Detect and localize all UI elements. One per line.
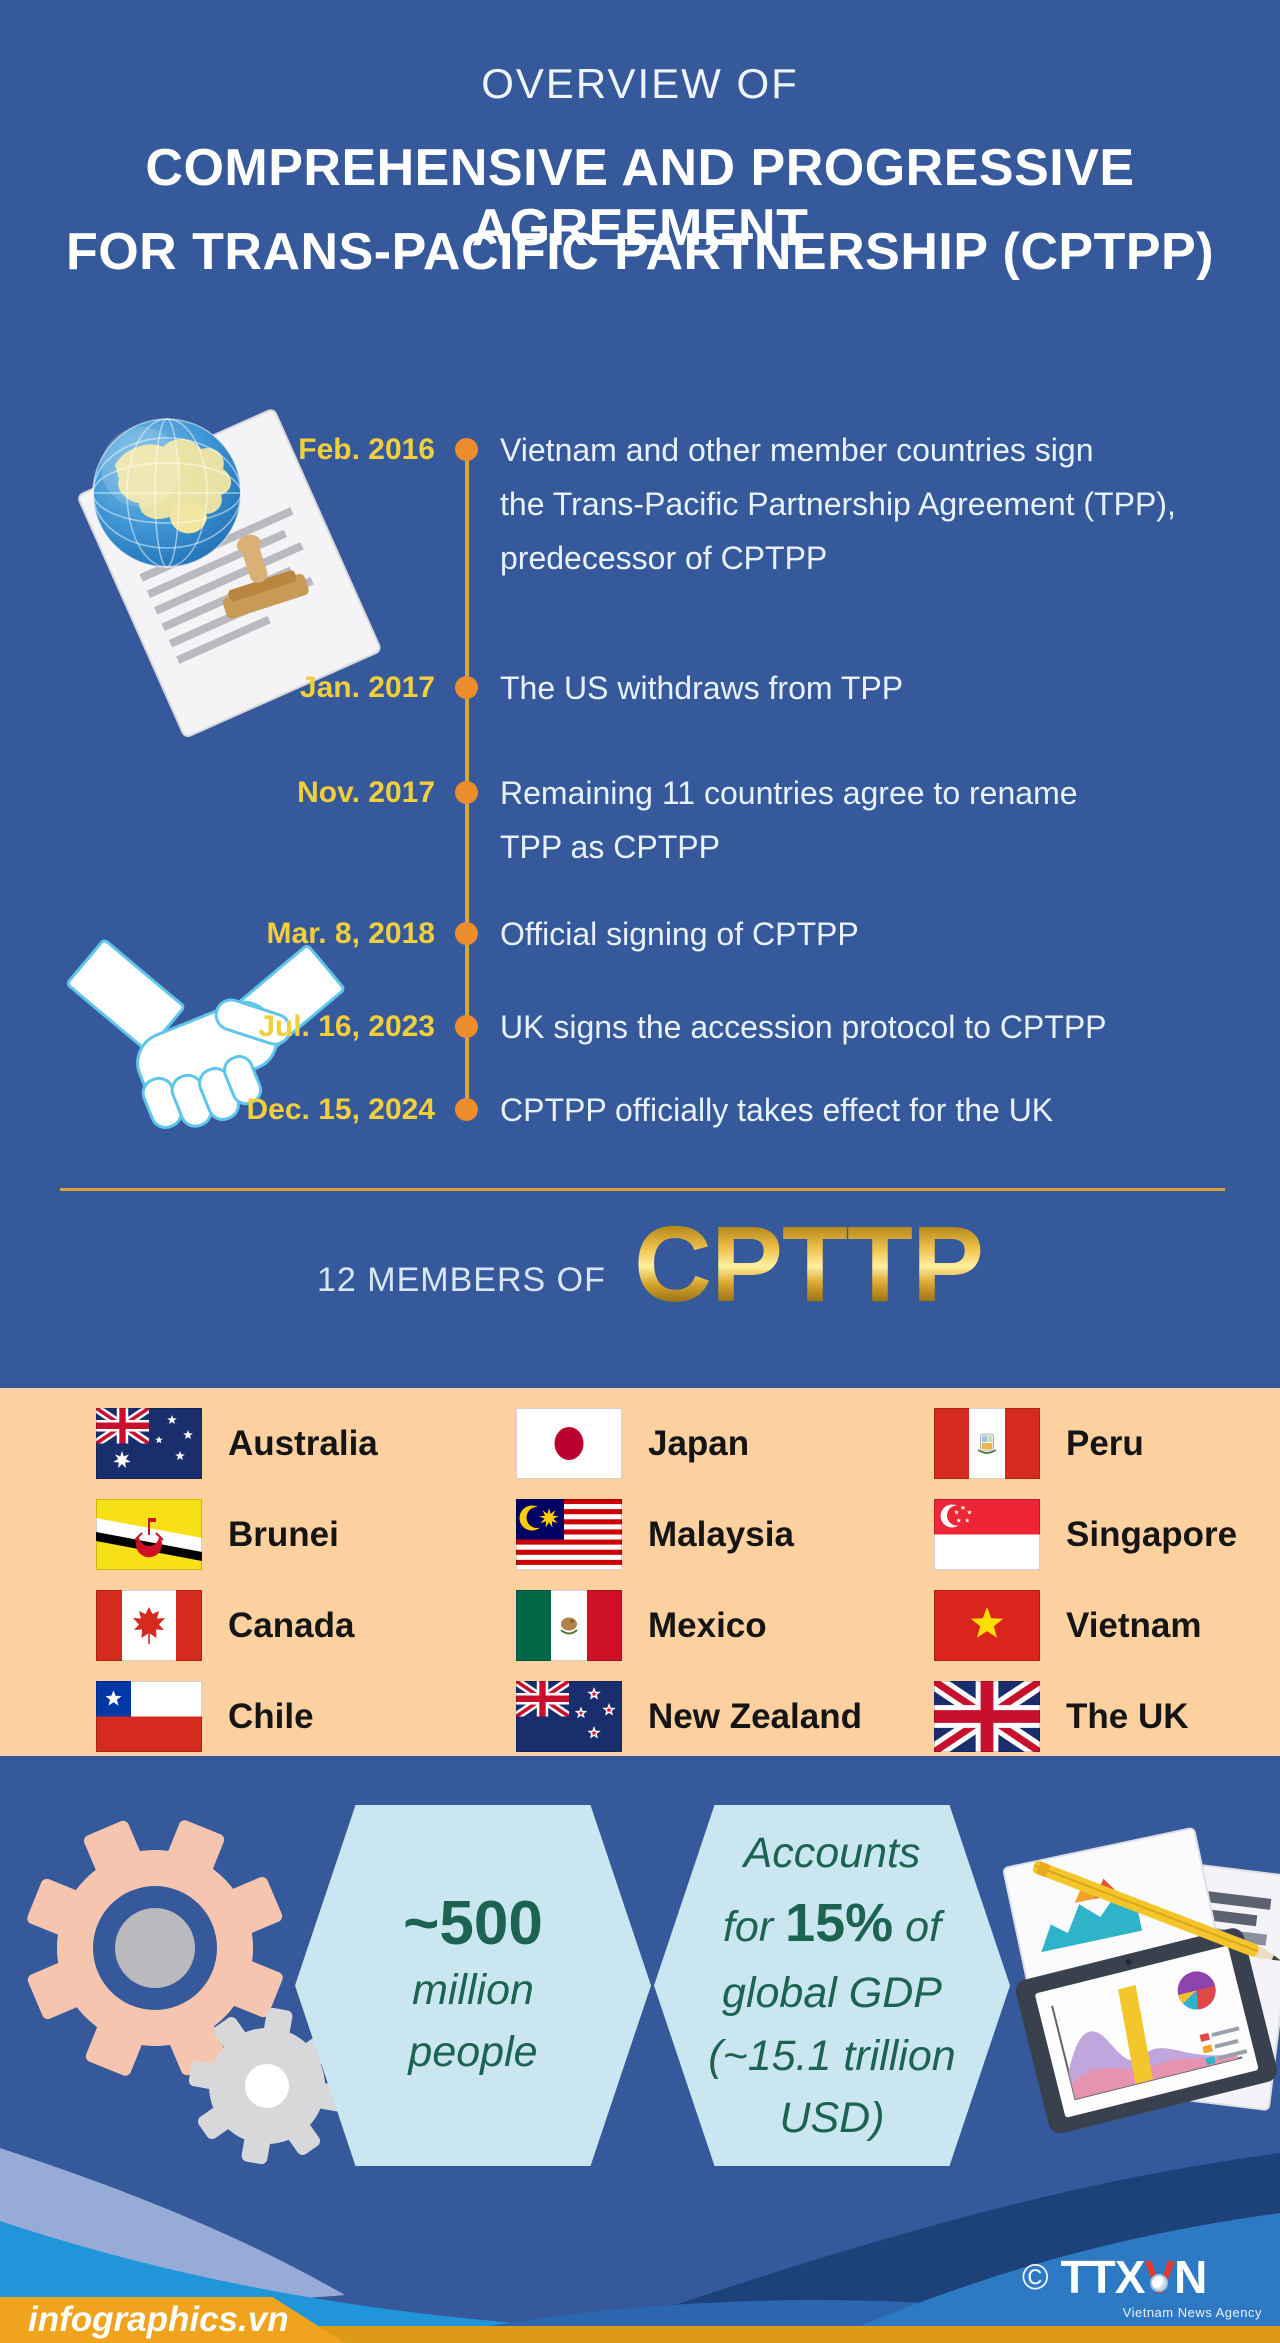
gdp-percentage: 15% <box>785 1893 894 1953</box>
member-label: Chile <box>228 1697 314 1736</box>
flag-mexico-icon <box>516 1590 622 1661</box>
flags-grid: Australia Japan Peru Brunei Malaysia Singapor… <box>0 1388 1280 1756</box>
population-label: people <box>408 2028 538 2077</box>
event-text-line: predecessor of CPTPP <box>500 540 828 576</box>
event-text-line: Official signing of CPTPP <box>500 916 859 952</box>
event-text: Official signing of CPTPP <box>500 907 859 961</box>
tablet-charts-icon <box>1002 1827 1280 2134</box>
flag-australia-icon <box>96 1408 202 1479</box>
agency-logo-v: V <box>1144 2251 1175 2303</box>
event-text-line: Remaining 11 countries agree to rename <box>500 775 1078 811</box>
member-label: Peru <box>1066 1424 1144 1463</box>
agency-logo: TTXVN <box>1060 2251 1208 2303</box>
event-dot <box>455 438 478 461</box>
event-date: Mar. 8, 2018 <box>266 917 435 950</box>
flag-singapore-icon <box>934 1499 1040 1570</box>
population-hexagon: ~500 million people <box>295 1805 651 2166</box>
flag-japan-icon <box>516 1408 622 1479</box>
event-text-line: Vietnam and other member countries sign <box>500 432 1094 468</box>
event-date: Jan. 2017 <box>299 671 435 704</box>
event-dot <box>455 1098 478 1121</box>
gears-icon <box>27 1820 346 2165</box>
event-date: Nov. 2017 <box>297 776 435 809</box>
event-dot <box>455 676 478 699</box>
event-text: UK signs the accession protocol to CPTPP <box>500 1000 1107 1054</box>
event-dot <box>455 1015 478 1038</box>
member-label: Australia <box>228 1424 378 1463</box>
event-text: CPTPP officially takes effect for the UK <box>500 1083 1053 1137</box>
event-dot <box>455 781 478 804</box>
event-text: Remaining 11 countries agree to rename TP… <box>500 766 1078 874</box>
page-title-line-3: FOR TRANS-PACIFIC PARTNERSHIP (CPTPP) <box>65 223 1215 281</box>
page-title-line-2: COMPREHENSIVE AND PROGRESSIVE AGREEMENT <box>145 139 1135 257</box>
member-label: Mexico <box>648 1606 767 1645</box>
flag-the-uk-icon <box>934 1681 1040 1752</box>
member-label: New Zealand <box>648 1697 862 1736</box>
flag-malaysia-icon <box>516 1499 622 1570</box>
gdp-line-5: USD) <box>779 2093 885 2142</box>
flag-chile-icon <box>96 1681 202 1752</box>
members-acronym: CPTTP <box>634 1203 984 1324</box>
event-date: Feb. 2016 <box>298 433 435 466</box>
gdp-line-1: Accounts <box>743 1828 921 1877</box>
event-dot <box>455 922 478 945</box>
copyright-symbol: © <box>1022 2256 1049 2297</box>
gdp-line-2: for 15% of <box>722 1893 942 1953</box>
member-label: Singapore <box>1066 1515 1238 1554</box>
flag-brunei-icon <box>96 1499 202 1570</box>
handshake-icon <box>66 939 345 1129</box>
event-text-line: CPTPP officially takes effect for the UK <box>500 1092 1054 1128</box>
agency-logo-block: © TTXVN Vietnam News Agency <box>1022 2250 1262 2320</box>
event-text: The US withdraws from TPP <box>500 661 903 715</box>
member-label: Brunei <box>228 1515 339 1554</box>
event-text-line: UK signs the accession protocol to CPTPP <box>500 1009 1107 1045</box>
flag-vietnam-icon <box>934 1590 1040 1661</box>
event-text-line: The US withdraws from TPP <box>500 670 904 706</box>
member-label: Malaysia <box>648 1515 794 1554</box>
gdp-hexagon: Accounts for 15% of global GDP (~15.1 tr… <box>654 1805 1010 2166</box>
event-text-line: TPP as CPTPP <box>500 829 720 865</box>
page-title-line-1: OVERVIEW OF <box>481 60 799 107</box>
event-text: Vietnam and other member countries sign t… <box>500 423 1176 585</box>
flag-canada-icon <box>96 1590 202 1661</box>
globe-document-icon <box>78 409 381 738</box>
member-label: Canada <box>228 1606 355 1645</box>
population-unit: million <box>412 1965 534 2014</box>
member-label: The UK <box>1066 1697 1189 1736</box>
member-label: Vietnam <box>1066 1606 1202 1645</box>
members-count-label: 12 MEMBERS OF <box>317 1261 606 1299</box>
population-value: ~500 <box>403 1888 543 1958</box>
member-label: Japan <box>648 1424 750 1463</box>
flag-new-zealand-icon <box>516 1681 622 1752</box>
event-text-line: the Trans-Pacific Partnership Agreement … <box>500 486 1176 522</box>
gdp-line-3: global GDP <box>722 1969 942 2018</box>
gdp-line-4: (~15.1 trillion <box>708 2031 956 2080</box>
event-date: Jul. 16, 2023 <box>258 1010 435 1043</box>
section-divider <box>60 1188 1225 1191</box>
flag-peru-icon <box>934 1408 1040 1479</box>
site-label: infographics.vn <box>28 2300 289 2339</box>
site-banner: infographics.vn <box>0 2297 345 2343</box>
event-date: Dec. 15, 2024 <box>246 1093 435 1126</box>
agency-name: Vietnam News Agency <box>1122 2305 1262 2320</box>
